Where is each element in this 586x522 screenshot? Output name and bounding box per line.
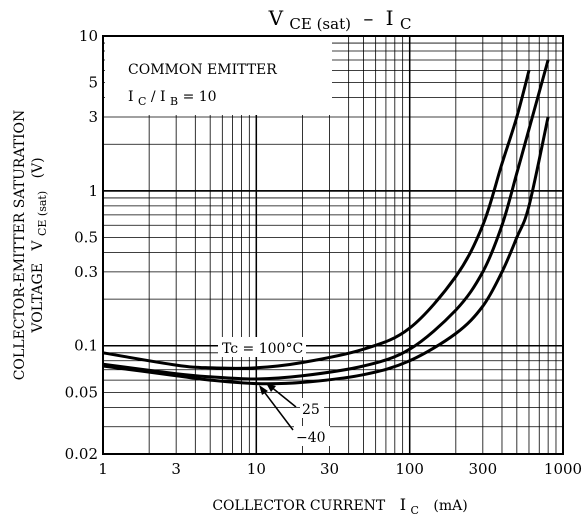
series-label-100-bg — [218, 337, 306, 357]
y-tick-label: 1 — [88, 182, 98, 200]
legend-ratio: = 10 — [183, 89, 217, 105]
series-label-25-bg — [300, 398, 324, 418]
x-axis-label-sym: I — [400, 495, 406, 514]
legend-ib: I — [160, 89, 166, 105]
x-tick-label: 1000 — [544, 460, 582, 478]
legend-slash: / — [151, 89, 156, 105]
series-line-0 — [102, 70, 531, 370]
annotation-arrow-25 — [269, 385, 297, 408]
x-axis-label-unit: (mA) — [433, 498, 467, 514]
y-tick-label: 10 — [79, 27, 98, 45]
x-axis-label: COLLECTOR CURRENT I C (mA) — [212, 495, 467, 518]
x-tick-label: 30 — [320, 460, 339, 478]
y-axis-label-sym: V — [30, 240, 46, 252]
y-tick-label: 0.5 — [74, 228, 98, 246]
x-tick-label: 3 — [171, 460, 181, 478]
annotation-arrow-40 — [261, 388, 294, 431]
x-axis-label-sym-sub: C — [410, 504, 418, 517]
legend-box — [105, 37, 332, 115]
series-label-25: 25 — [302, 402, 320, 418]
x-tick-label: 100 — [395, 460, 424, 478]
series-lines — [102, 59, 550, 386]
tick-labels: 1 3 10 30 100 300 1000 0.02 0.05 0.1 0.3 0.5 1 3 5 10 — [65, 27, 583, 478]
y-tick-label: 5 — [88, 74, 98, 92]
series-line-2 — [102, 116, 550, 386]
chart-title: V CE (sat) – I C — [268, 6, 412, 34]
y-axis-label-line2: VOLTAGE V CE (sat) (V) — [30, 157, 50, 333]
arrowhead-40 — [259, 385, 268, 395]
y-axis-label-sym-sub: CE (sat) — [36, 191, 49, 236]
plot-frame — [102, 35, 564, 455]
y-tick-label: 0.05 — [65, 383, 98, 401]
legend-ic-sub: C — [138, 95, 146, 108]
legend-ic: I — [128, 89, 134, 105]
x-tick-label: 1 — [98, 460, 108, 478]
y-tick-label: 0.02 — [65, 445, 98, 463]
series-line-1 — [102, 59, 550, 381]
x-tick-label: 300 — [469, 460, 498, 478]
title-var: I — [386, 6, 394, 30]
series-label-40: −40 — [296, 430, 326, 446]
series-label-40-bg — [294, 426, 330, 446]
y-axis-label-unit: (V) — [30, 157, 46, 178]
title-main: V — [268, 6, 284, 30]
x-axis-label-main: COLLECTOR CURRENT — [212, 498, 386, 514]
title-dash: – — [363, 6, 373, 30]
title-var-sub: C — [400, 15, 411, 33]
y-axis-label-line1: COLLECTOR-EMITTER SATURATION — [12, 110, 28, 381]
y-tick-label: 0.3 — [74, 263, 98, 281]
arrowhead-25 — [266, 383, 276, 392]
series-label-100: Tc = 100°C — [222, 341, 303, 357]
y-axis-label-main: VOLTAGE — [30, 263, 46, 334]
legend-line-1: COMMON EMITTER — [128, 62, 277, 78]
legend-ib-sub: B — [170, 95, 178, 108]
title-main-sub: CE (sat) — [289, 15, 351, 33]
y-tick-label: 3 — [88, 108, 98, 126]
legend-line-2: I C / I B = 10 — [128, 89, 217, 109]
y-tick-label: 0.1 — [74, 337, 98, 355]
x-tick-label: 10 — [247, 460, 266, 478]
